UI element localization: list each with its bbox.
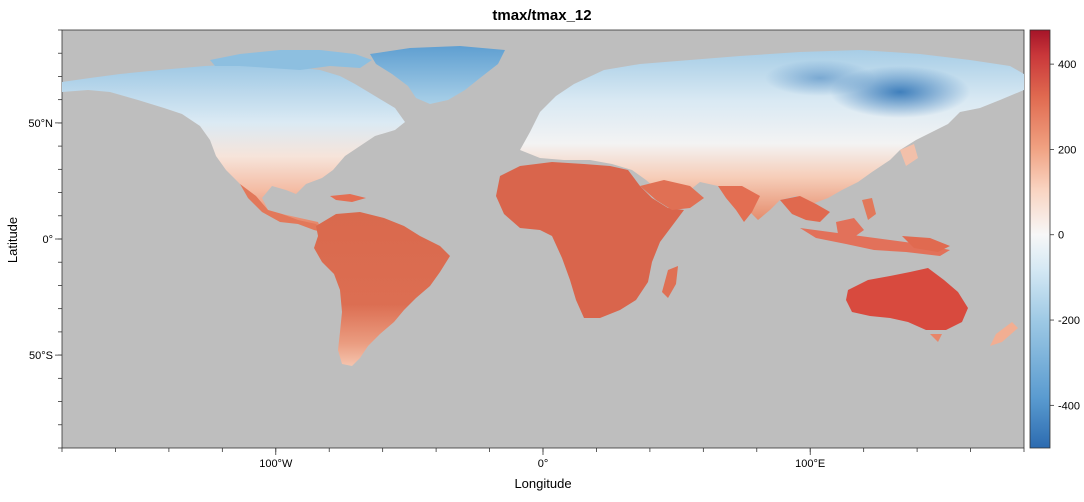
- land-australia: [846, 268, 968, 330]
- x-tick-label: 0°: [538, 458, 549, 470]
- land-arabia: [640, 180, 704, 210]
- land-madagascar: [662, 266, 678, 298]
- colorbar-tick-label: 200: [1058, 144, 1076, 156]
- colorbar-ticks: 400 200 0 -200 -400: [1050, 59, 1080, 412]
- colorbar-tick-label: 0: [1058, 230, 1064, 242]
- y-tick-labels: 50°N 0° 50°S: [28, 118, 53, 362]
- land-greenland: [370, 46, 505, 104]
- land-southeast-asia: [780, 196, 830, 222]
- land-philippines: [862, 198, 876, 220]
- x-tick-label: 100°W: [259, 458, 293, 470]
- y-tick-label: 0°: [42, 234, 53, 246]
- colorbar-gradient: [1029, 29, 1051, 449]
- land-masses: [62, 46, 1024, 366]
- scandinavia-cold-region: [765, 60, 875, 96]
- land-indonesia: [800, 228, 950, 256]
- land-north-america: [62, 64, 405, 232]
- colorbar-tick-label: -400: [1058, 400, 1080, 412]
- land-new-guinea: [902, 236, 950, 252]
- chart-title: tmax/tmax_12: [492, 7, 592, 24]
- land-caribbean: [330, 194, 366, 202]
- land-new-zealand: [990, 322, 1018, 346]
- x-tick-label: 100°E: [795, 458, 825, 470]
- colorbar-tick-label: 400: [1058, 59, 1076, 71]
- x-axis-title: Longitude: [514, 476, 571, 491]
- axis-ticks: [55, 29, 1025, 455]
- y-tick-label: 50°S: [29, 350, 53, 362]
- x-tick-labels: 100°W 0° 100°E: [259, 458, 825, 470]
- land-africa: [496, 162, 684, 318]
- y-axis-title: Latitude: [5, 217, 20, 263]
- land-tasmania: [930, 334, 942, 342]
- colorbar-tick-label: -200: [1058, 315, 1080, 327]
- land-japan: [900, 144, 918, 166]
- land-borneo: [836, 218, 864, 240]
- land-india: [718, 186, 760, 222]
- colorbar: 400 200 0 -200 -400: [1029, 29, 1080, 449]
- land-central-america: [240, 184, 322, 232]
- land-south-america: [314, 212, 450, 366]
- y-tick-label: 50°N: [28, 118, 53, 130]
- land-arctic-islands: [210, 50, 372, 70]
